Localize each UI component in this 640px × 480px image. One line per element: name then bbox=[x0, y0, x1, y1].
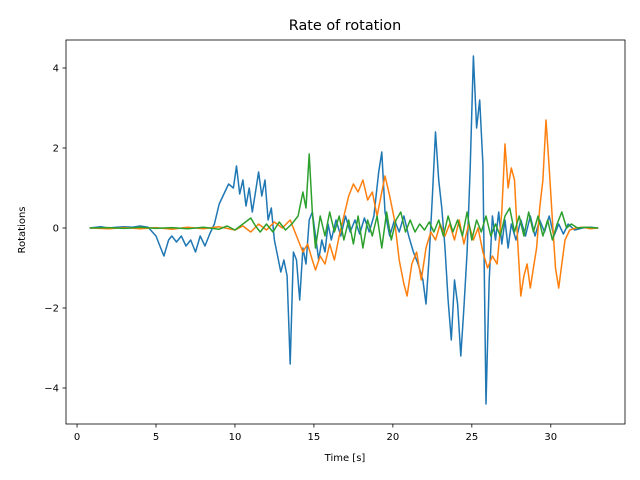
x-tick-label: 25 bbox=[465, 432, 478, 443]
series-line-1 bbox=[89, 55, 599, 405]
x-tick-label: 10 bbox=[229, 432, 242, 443]
x-axis-label: Time [s] bbox=[324, 453, 366, 464]
x-tick-label: 5 bbox=[153, 432, 159, 443]
y-tick-label: 4 bbox=[53, 64, 59, 75]
plot-area: 0 5 10 15 20 25 30 −4 −2 0 2 4 bbox=[44, 39, 626, 443]
x-tick-label: 0 bbox=[74, 432, 80, 443]
axes-frame bbox=[65, 39, 626, 425]
chart-title: Rate of rotation bbox=[289, 18, 401, 34]
x-tick-label: 30 bbox=[544, 432, 557, 443]
series-line-3 bbox=[89, 153, 599, 249]
y-axis-label: Rotations bbox=[17, 206, 28, 253]
y-tick-label: 0 bbox=[53, 224, 59, 235]
y-tick-label: −4 bbox=[44, 384, 59, 395]
series-line-2 bbox=[89, 119, 599, 297]
x-tick-label: 20 bbox=[387, 432, 400, 443]
y-tick-label: 2 bbox=[53, 144, 59, 155]
y-tick-label: −2 bbox=[44, 304, 59, 315]
x-tick-label: 15 bbox=[308, 432, 321, 443]
